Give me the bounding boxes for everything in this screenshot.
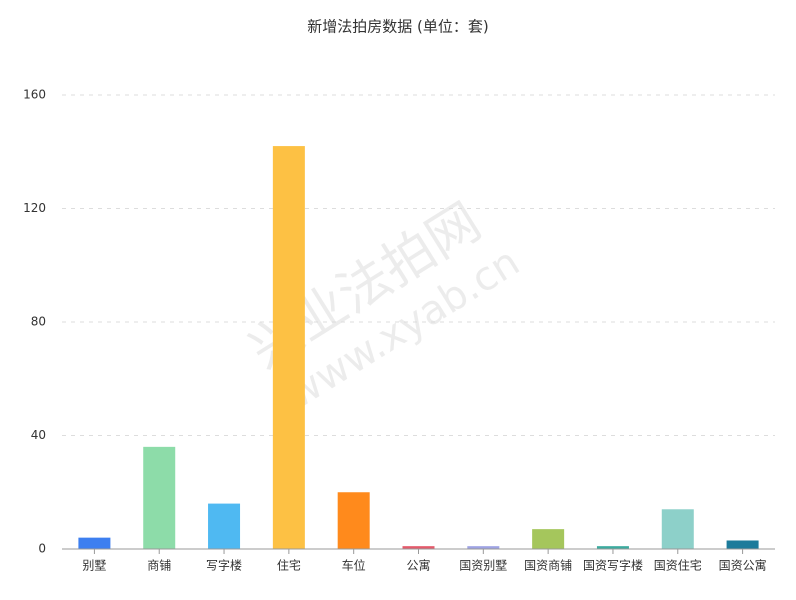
bar	[661, 509, 694, 549]
x-tick-label: 住宅	[277, 558, 301, 573]
x-tick-label: 车位	[342, 558, 366, 573]
bar	[208, 503, 241, 549]
x-tick-label: 国资商铺	[524, 558, 572, 573]
bar	[726, 540, 759, 549]
bar	[467, 546, 500, 549]
bar	[532, 529, 565, 549]
x-tick-label: 国资公寓	[719, 558, 767, 573]
y-tick-label: 40	[31, 428, 46, 442]
y-tick-label: 0	[38, 542, 46, 556]
bar	[143, 446, 176, 549]
x-tick-label: 公寓	[406, 558, 430, 573]
bar	[596, 546, 629, 549]
y-tick-label: 80	[31, 315, 46, 329]
x-tick-label: 商铺	[147, 558, 171, 573]
y-tick-label: 160	[23, 88, 46, 102]
x-tick-label: 别墅	[82, 559, 106, 573]
bar	[272, 146, 305, 549]
x-tick-label: 国资写字楼	[583, 558, 643, 573]
bar	[78, 537, 111, 549]
x-tick-label: 写字楼	[206, 558, 242, 573]
x-tick-label: 国资住宅	[654, 558, 702, 573]
y-tick-label: 120	[23, 201, 46, 215]
bar	[402, 546, 435, 549]
chart-title: 新增法拍房数据 (单位：套)	[307, 18, 488, 36]
bar	[337, 492, 370, 549]
x-tick-label: 国资别墅	[459, 559, 507, 573]
